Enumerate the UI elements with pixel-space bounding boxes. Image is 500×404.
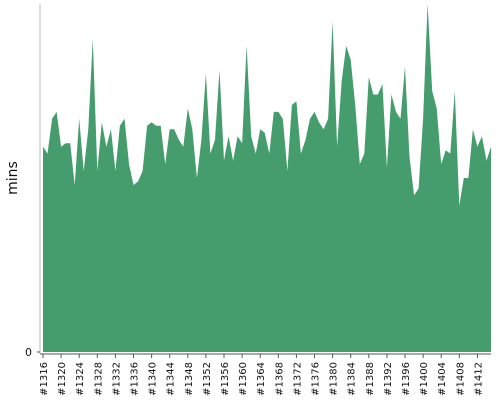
x-tick-label: #1376 [311,362,322,396]
x-tick-label: #1348 [184,362,195,396]
x-tick-label: #1364 [256,362,267,396]
x-tick-label: #1372 [292,362,303,396]
x-tick-label: #1332 [111,362,122,396]
x-tick-label: #1320 [57,362,68,396]
x-tick-label: #1352 [202,362,213,396]
x-tick-label: #1380 [329,362,340,396]
x-tick-label: #1388 [365,362,376,396]
x-tick-label: #1336 [130,362,141,396]
x-tick-label: #1356 [220,362,231,396]
x-tick-label: #1328 [93,362,104,396]
x-tick-label: #1412 [473,362,484,396]
area [43,4,491,352]
x-tick-label: #1404 [437,362,448,396]
x-tick-label: #1400 [419,362,430,396]
y-tick-label: 0 [25,346,32,359]
x-tick-label: #1316 [39,362,50,396]
x-tick-label: #1396 [401,362,412,396]
x-tick-label: #1360 [238,362,249,396]
x-tick-label: #1324 [75,362,86,396]
x-tick-label: #1392 [383,362,394,396]
x-tick-label: #1368 [274,362,285,396]
x-tick-label: #1384 [347,362,358,396]
x-tick-label: #1340 [148,362,159,396]
y-axis-label: mins [5,161,21,195]
x-tick-label: #1408 [455,362,466,396]
x-tick-label: #1344 [166,362,177,396]
